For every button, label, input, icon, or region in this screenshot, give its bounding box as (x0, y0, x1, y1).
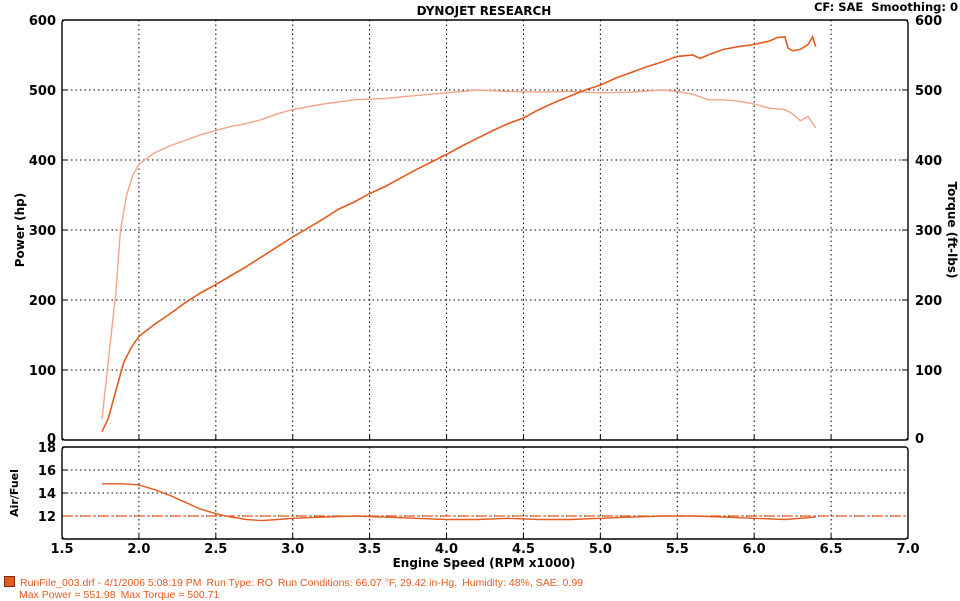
run-type: Run Type: RO (206, 577, 273, 589)
run-color-swatch (4, 576, 15, 587)
air-fuel-tick-label: 14 (38, 487, 56, 502)
air-fuel-tick-label: 18 (38, 441, 56, 456)
x-tick-label: 2.0 (127, 542, 150, 557)
x-tick-label: 6.0 (743, 542, 766, 557)
x-tick-label: 7.0 (896, 542, 919, 557)
air-fuel-axis-label: Air/Fuel (8, 469, 21, 517)
x-tick-label: 6.5 (820, 542, 843, 557)
x-tick-label: 4.5 (512, 542, 535, 557)
x-tick-label: 3.5 (358, 542, 381, 557)
air-fuel-tick-label: 12 (38, 510, 56, 525)
air-fuel-tick-label: 16 (38, 464, 56, 479)
power-tick-label: 100 (29, 364, 56, 379)
power-tick-label: 400 (29, 154, 56, 169)
torque-axis-label: Torque (ft-lbs) (945, 182, 959, 279)
power-tick-label: 500 (29, 84, 56, 99)
torque-tick-label: 300 (915, 224, 942, 239)
max-power: Max Power = 551.98 (19, 589, 116, 601)
max-values-line: Max Power = 551.98 Max Torque = 500.71 (4, 589, 588, 601)
x-tick-label: 3.0 (281, 542, 304, 557)
power-tick-label: 200 (29, 294, 56, 309)
run-file: RunFile_003.drf - 4/1/2006 5:08:19 PM (20, 577, 202, 589)
power-tick-label: 0 (47, 432, 56, 447)
x-tick-label: 2.5 (204, 542, 227, 557)
run-conditions: Run Conditions: 66.07 °F, 29.42 in-Hg, (277, 577, 458, 589)
max-torque: Max Torque = 500.71 (120, 589, 220, 601)
torque-tick-label: 200 (915, 294, 942, 309)
x-tick-label: 5.0 (589, 542, 612, 557)
torque-tick-label: 400 (915, 154, 942, 169)
power-series-line (101, 34, 817, 432)
torque-series-line (101, 89, 817, 420)
x-axis-label: Engine Speed (RPM x1000) (393, 556, 576, 570)
torque-tick-label: 0 (915, 432, 924, 447)
x-tick-label: 4.0 (435, 542, 458, 557)
power-tick-label: 600 (29, 14, 56, 29)
power-axis-label: Power (hp) (13, 193, 27, 267)
x-tick-label: 1.5 (50, 542, 73, 557)
chart-title: DYNOJET RESEARCH (417, 4, 552, 18)
run-info-line: RunFile_003.drf - 4/1/2006 5:08:19 PM Run… (4, 576, 588, 589)
power-tick-label: 300 (29, 224, 56, 239)
run-legend: RunFile_003.drf - 4/1/2006 5:08:19 PM Run… (4, 576, 588, 601)
torque-tick-label: 500 (915, 84, 942, 99)
x-tick-label: 5.5 (666, 542, 689, 557)
torque-tick-label: 100 (915, 364, 942, 379)
correction-settings: CF: SAE Smoothing: 0 (814, 0, 958, 14)
torque-tick-label: 600 (915, 14, 942, 29)
run-humidity: Humidity: 48%, SAE: 0.99 (462, 577, 583, 589)
air-fuel-series-line (102, 483, 816, 522)
